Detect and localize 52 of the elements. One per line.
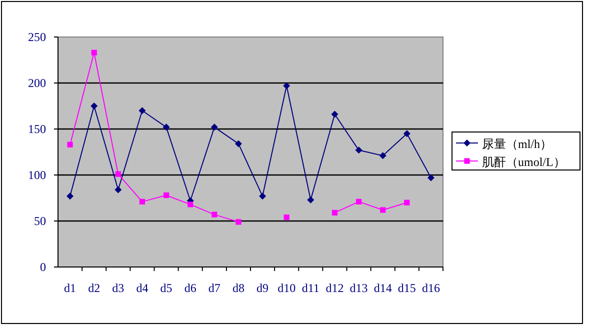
point <box>332 210 338 216</box>
x-tick-label: d8 <box>232 281 244 295</box>
point <box>307 196 314 204</box>
point <box>91 50 97 56</box>
y-tick-label: 0 <box>40 260 46 274</box>
point <box>138 107 146 114</box>
point <box>188 202 194 208</box>
point <box>427 174 434 182</box>
point <box>139 198 146 204</box>
point <box>115 171 121 177</box>
x-tick-label: d5 <box>160 281 172 295</box>
x-tick-label: d10 <box>278 281 296 295</box>
point <box>66 192 74 200</box>
point <box>90 102 98 110</box>
x-tick-label: d3 <box>112 281 124 295</box>
point <box>283 82 290 90</box>
point <box>162 124 170 131</box>
x-tick-label: d12 <box>326 281 344 295</box>
point <box>163 192 170 198</box>
x-tick-label: d4 <box>136 281 148 295</box>
x-tick-label: d2 <box>88 281 100 295</box>
y-tick-label: 100 <box>28 168 46 182</box>
point <box>212 212 218 218</box>
point <box>210 124 218 131</box>
x-tick-label: d15 <box>398 281 416 295</box>
point <box>380 207 386 213</box>
point <box>404 200 410 206</box>
point <box>234 140 242 148</box>
x-tick-label: d7 <box>208 281 220 295</box>
point <box>403 130 410 138</box>
x-tick-label: d14 <box>374 281 392 295</box>
point <box>284 214 290 220</box>
point <box>331 110 338 118</box>
point <box>236 219 242 225</box>
point <box>356 198 362 204</box>
y-tick-label: 250 <box>28 30 46 44</box>
y-tick-label: 200 <box>28 76 46 90</box>
x-tick-label: d1 <box>64 281 76 295</box>
x-tick-label: d11 <box>302 281 320 295</box>
x-tick-label: d13 <box>350 281 368 295</box>
point <box>379 152 386 160</box>
point <box>355 146 362 154</box>
point <box>259 192 266 200</box>
y-tick-label: 50 <box>34 214 46 228</box>
point <box>67 142 73 148</box>
x-tick-label: d16 <box>422 281 440 295</box>
y-tick-label: 150 <box>28 122 46 136</box>
legend-label: 尿量（ml/h） <box>482 137 552 151</box>
x-tick-label: d9 <box>256 281 269 295</box>
point <box>114 186 122 194</box>
x-tick-label: d6 <box>184 281 196 295</box>
legend-label: 肌酐（umol/L） <box>482 155 566 169</box>
